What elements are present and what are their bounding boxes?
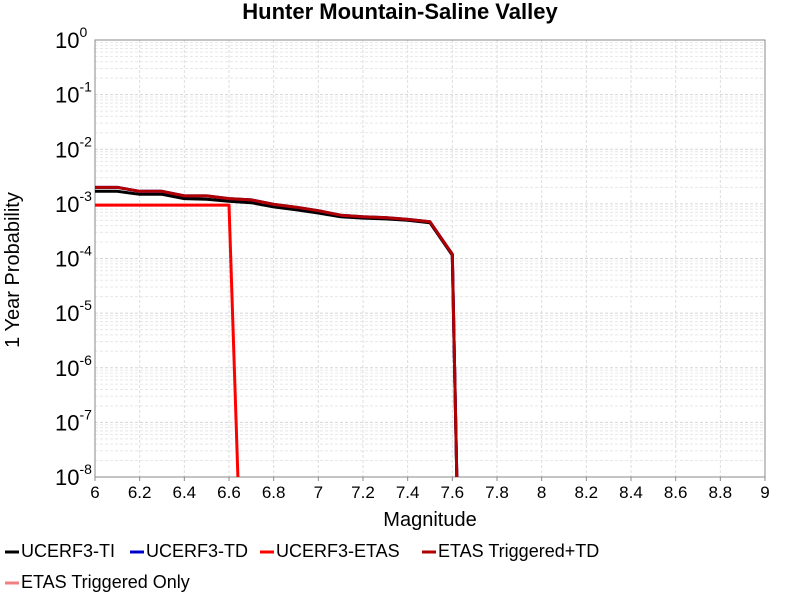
chart-title: Hunter Mountain-Saline Valley bbox=[242, 0, 558, 24]
y-tick-label: 10-8 bbox=[55, 461, 92, 490]
x-tick-label: 8.8 bbox=[709, 483, 733, 502]
y-tick-label: 10-2 bbox=[55, 133, 92, 162]
series-line-etas-triggered-td bbox=[95, 185, 459, 478]
y-axis-label: 1 Year Probability bbox=[2, 192, 24, 348]
series-line-ucerf3-etas bbox=[95, 203, 240, 478]
series-lines bbox=[95, 185, 459, 478]
x-tick-label: 8.6 bbox=[664, 483, 688, 502]
series-line-ucerf3-td bbox=[95, 185, 459, 478]
x-tick-label: 9 bbox=[760, 483, 769, 502]
x-tick-label: 8 bbox=[537, 483, 546, 502]
legend-label: UCERF3-TI bbox=[21, 541, 115, 561]
x-tick-label: 7.2 bbox=[351, 483, 375, 502]
x-tick-label: 6.8 bbox=[262, 483, 286, 502]
legend-label: UCERF3-ETAS bbox=[276, 541, 400, 561]
y-tick-label: 10-5 bbox=[55, 297, 92, 326]
y-tick-label: 10-1 bbox=[55, 79, 92, 108]
plot-area bbox=[94, 39, 766, 478]
x-tick-label: 7.6 bbox=[441, 483, 465, 502]
legend: UCERF3-TI UCERF3-TD UCERF3-ETAS ETAS Trigge… bbox=[5, 541, 599, 592]
x-tick-label: 6 bbox=[90, 483, 99, 502]
y-axis-ticks: 100 10-1 10-2 10-3 10-4 10-5 10-6 10-7 10-8 bbox=[55, 24, 92, 490]
x-tick-label: 7 bbox=[314, 483, 323, 502]
x-tick-label: 6.6 bbox=[217, 483, 241, 502]
x-tick-label: 6.4 bbox=[173, 483, 197, 502]
x-tick-label: 8.4 bbox=[619, 483, 643, 502]
legend-label: ETAS Triggered+TD bbox=[438, 541, 599, 561]
y-tick-label: 100 bbox=[55, 24, 87, 53]
x-tick-label: 6.2 bbox=[128, 483, 152, 502]
y-tick-label: 10-3 bbox=[55, 188, 92, 217]
x-axis-ticks: 6 6.2 6.4 6.6 6.8 7 7.2 7.4 7.6 7.8 8 8.2 8.4 8.6 8.8 9 bbox=[90, 477, 770, 502]
y-tick-label: 10-4 bbox=[55, 243, 92, 272]
legend-label: UCERF3-TD bbox=[146, 541, 248, 561]
grid bbox=[94, 40, 766, 478]
x-tick-label: 7.8 bbox=[485, 483, 509, 502]
legend-label: ETAS Triggered Only bbox=[21, 572, 190, 592]
x-axis-label: Magnitude bbox=[383, 509, 476, 531]
y-tick-label: 10-7 bbox=[55, 406, 92, 435]
x-tick-label: 8.2 bbox=[575, 483, 599, 502]
x-tick-label: 7.4 bbox=[396, 483, 420, 502]
y-tick-label: 10-6 bbox=[55, 352, 92, 381]
